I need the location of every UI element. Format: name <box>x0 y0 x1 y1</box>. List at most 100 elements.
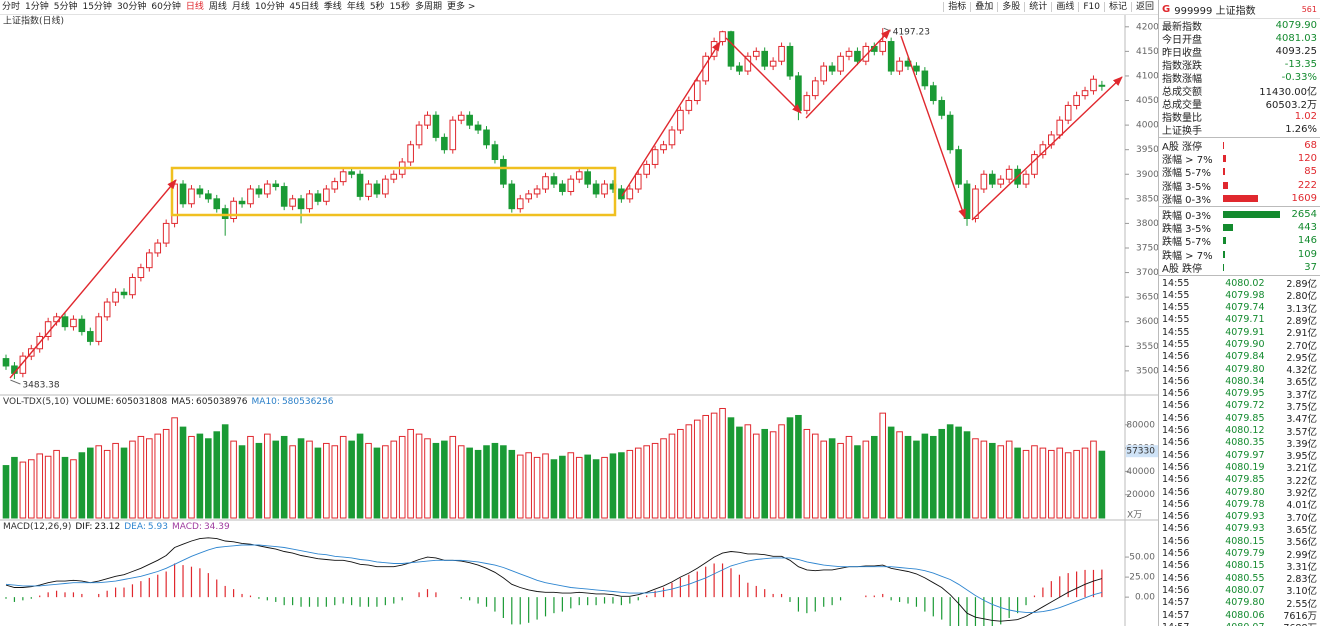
volume-bar <box>601 456 608 519</box>
period-tab[interactable]: 15分钟 <box>82 2 112 12</box>
volume-bar <box>196 433 204 519</box>
tick-price: 4080.07 <box>1225 584 1265 596</box>
period-tab[interactable]: 5分钟 <box>53 2 78 12</box>
period-tab[interactable]: 60分钟 <box>151 2 181 12</box>
volume-bar <box>78 452 86 519</box>
period-tab[interactable]: 多周期 <box>415 2 443 12</box>
period-tab[interactable]: 30分钟 <box>116 2 147 12</box>
y-tick-label: 0.00 <box>1135 593 1155 603</box>
volume-bar <box>584 454 591 519</box>
quote-value: 1.26% <box>1285 124 1317 135</box>
period-tab[interactable]: 5秒 <box>369 2 385 12</box>
candle-body <box>693 80 701 102</box>
period-tab[interactable]: 季线 <box>323 2 342 12</box>
volume-bar <box>398 435 406 519</box>
period-tab[interactable]: 周线 <box>208 2 227 12</box>
candle-body <box>221 208 229 220</box>
tick-volume: 4.32亿 <box>1286 365 1317 377</box>
candle-body <box>179 183 187 205</box>
tick-time: 14:56 <box>1162 474 1190 486</box>
volume-bar <box>457 445 465 519</box>
tool-button[interactable]: 画线 <box>1051 2 1079 12</box>
volume-bar <box>618 452 625 519</box>
tool-button[interactable]: F10 <box>1078 2 1104 12</box>
legend-value: 5.93 <box>148 522 168 532</box>
candle-body <box>103 301 111 318</box>
candle-body <box>441 136 448 151</box>
quote-value: 4079.90 <box>1275 20 1317 31</box>
tool-button[interactable]: 叠加 <box>970 2 998 12</box>
tool-button[interactable]: 多股 <box>997 2 1025 12</box>
candle-body <box>1081 90 1089 97</box>
breadth-label: A股 涨停 <box>1162 142 1203 154</box>
breadth-bar <box>1223 263 1224 271</box>
volume-bar <box>466 447 473 519</box>
tick-price: 4079.93 <box>1225 511 1265 523</box>
period-tab[interactable]: 月线 <box>231 2 250 12</box>
period-tab[interactable]: 年线 <box>346 2 365 12</box>
candle-body <box>137 267 145 278</box>
quote-label: 指数涨跌 <box>1162 61 1202 72</box>
y-tick-label: 3700 <box>1136 268 1158 278</box>
breadth-label: 跌幅 3-5% <box>1162 224 1212 236</box>
candle-body <box>542 176 549 190</box>
tick-row: 14:56 4080.19 3.21亿 <box>1159 461 1320 475</box>
volume-bar <box>27 459 35 519</box>
period-tab[interactable]: 分时 <box>2 2 21 12</box>
period-tab[interactable]: 10分钟 <box>254 2 285 12</box>
candle-body <box>719 31 726 43</box>
separator <box>1159 274 1320 276</box>
tick-volume: 3.95亿 <box>1286 451 1317 463</box>
volume-bar <box>997 445 1005 519</box>
period-tab[interactable]: 15秒 <box>389 2 411 12</box>
panel-title: MACD(12,26,9) <box>3 522 71 532</box>
candle-body <box>980 173 988 190</box>
candle-body <box>736 65 743 72</box>
tick-row: 14:56 4080.12 3.57亿 <box>1159 424 1320 438</box>
volume-bar <box>255 442 263 519</box>
tick-time: 14:55 <box>1162 326 1190 338</box>
candle-body <box>306 193 313 210</box>
period-tab[interactable]: 更多 > <box>447 2 476 12</box>
volume-bar <box>668 433 676 519</box>
quote-row: 指数涨幅 -0.33% <box>1159 71 1320 85</box>
tick-row: 14:56 4080.15 3.56亿 <box>1159 535 1320 549</box>
tick-row: 14:56 4079.72 3.75亿 <box>1159 400 1320 413</box>
breadth-label: 跌幅 > 7% <box>1162 250 1213 262</box>
legend-value: 605031808 <box>116 397 168 407</box>
candle-body <box>154 242 162 254</box>
volume-bar <box>550 459 558 519</box>
tick-price: 4080.34 <box>1225 375 1265 387</box>
toolbar: 分时 1分钟 5分钟 15分钟 30分钟 60分钟 日线 周线 月线 10分钟 45日线 季线 年线 5秒… <box>0 0 1158 15</box>
volume-bar <box>575 456 583 519</box>
volume-bar <box>862 440 870 519</box>
tool-button[interactable]: 返回 <box>1130 2 1158 12</box>
trend-arrow <box>725 37 802 114</box>
volume-bar <box>870 435 878 519</box>
candle-body <box>913 65 920 72</box>
tick-time: 14:55 <box>1162 339 1190 350</box>
tick-price: 4080.55 <box>1225 572 1265 584</box>
legend-name: DIF: <box>75 522 92 532</box>
period-tab[interactable]: 1分钟 <box>25 2 49 12</box>
candle-body <box>264 183 271 195</box>
candle-body <box>651 149 659 165</box>
volume-bar <box>112 442 119 519</box>
tool-button[interactable]: 标记 <box>1103 2 1131 12</box>
tool-button[interactable]: 统计 <box>1024 2 1052 12</box>
tick-row: 14:56 4079.84 2.95亿 <box>1159 351 1320 364</box>
candle-body <box>930 85 937 102</box>
period-tab[interactable]: 45日线 <box>289 2 319 12</box>
volume-bar <box>87 447 94 519</box>
tick-time: 14:56 <box>1162 560 1190 572</box>
quote-row: 总成交额 11430.00亿 <box>1159 84 1320 98</box>
candle-body <box>120 291 128 296</box>
volume-bar <box>314 447 322 519</box>
tick-price: 4080.19 <box>1225 461 1265 473</box>
period-tab[interactable]: 日线 <box>185 2 204 12</box>
candle-body <box>432 114 440 138</box>
y-tick-label: 3750 <box>1136 243 1158 253</box>
separator <box>1159 137 1320 138</box>
tick-volume: 3.65亿 <box>1286 524 1317 536</box>
tool-button[interactable]: 指标 <box>943 2 971 12</box>
